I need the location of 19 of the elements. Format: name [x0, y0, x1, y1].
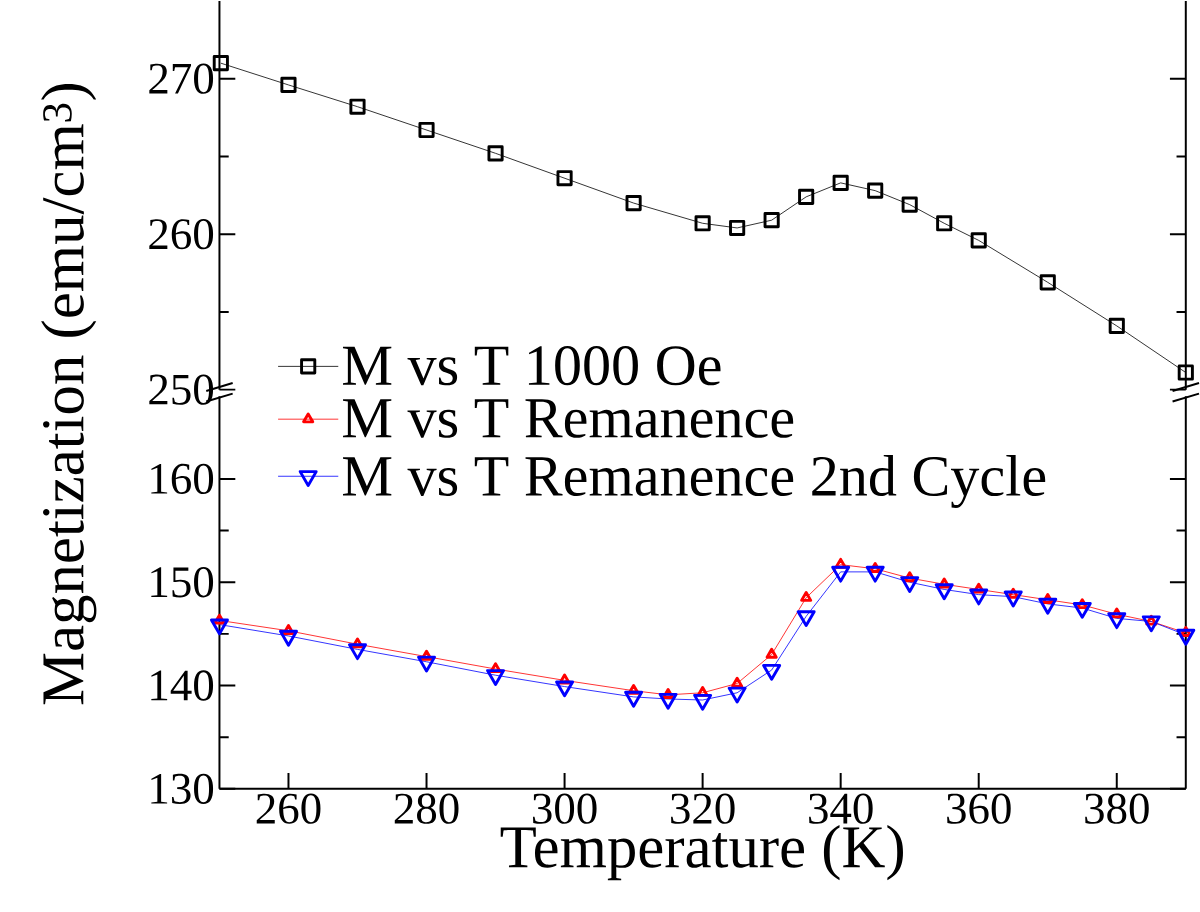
- y-tick-label: 150: [151, 567, 214, 598]
- legend-label: M vs T Remanence 2nd Cycle: [342, 455, 1046, 509]
- y-tick-label: 160: [151, 463, 214, 495]
- x-tick-label: 360: [947, 793, 1011, 824]
- legend-label: M vs T 1000 Oe: [342, 346, 721, 386]
- x-tick-label: 340: [809, 793, 873, 824]
- x-tick-label: 260: [256, 793, 321, 824]
- y-tick-label: 260: [149, 219, 214, 250]
- legend-label: M vs T Remanence: [342, 399, 794, 438]
- x-tick-label: 280: [394, 793, 459, 824]
- x-tick-label: 320: [671, 793, 735, 824]
- x-tick-label: 300: [533, 793, 597, 824]
- x-tick-label: 380: [1085, 793, 1149, 824]
- y-tick-label: 140: [151, 670, 214, 701]
- y-tick-label: 130: [151, 773, 214, 805]
- y-tick-label: 250: [149, 374, 214, 405]
- y-axis-title: Magnetization (emu/cm$^{3}$): [41, 83, 97, 705]
- y-tick-label: 270: [149, 63, 214, 94]
- x-axis-title: Temperature (K): [500, 825, 903, 881]
